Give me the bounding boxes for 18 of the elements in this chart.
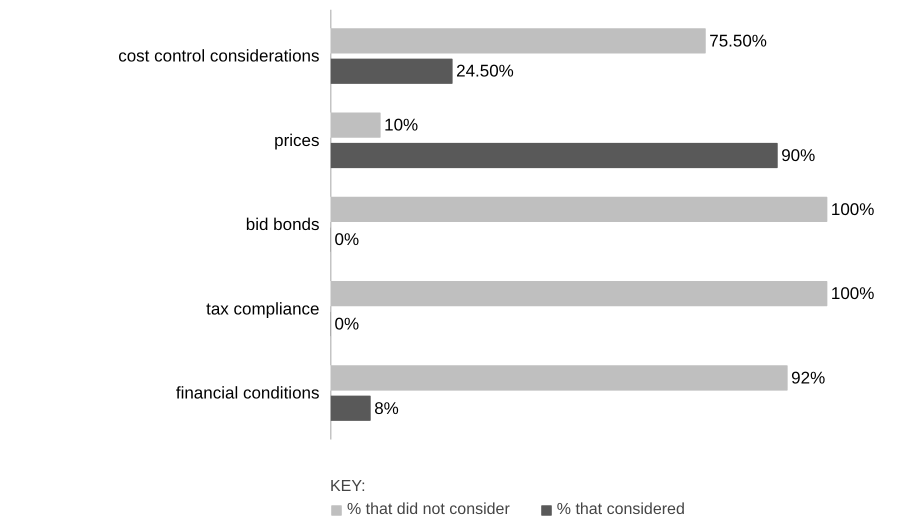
legend-title: KEY:: [330, 478, 367, 496]
data-label: 92%: [791, 368, 826, 388]
y-tick-label: cost control considerations: [118, 46, 320, 66]
data-label: 100%: [830, 284, 874, 304]
data-label: 75.50%: [709, 31, 767, 50]
legend-label: % that considered: [556, 501, 685, 519]
y-tick-label: financial conditions: [176, 384, 320, 403]
data-label: 90%: [781, 146, 816, 165]
data-label: 100%: [830, 200, 874, 219]
data-label: 8%: [374, 398, 399, 418]
data-label: 10%: [384, 116, 418, 135]
data-label: 24.50%: [456, 62, 514, 81]
data-label: 0%: [334, 230, 360, 250]
y-tick-label: prices: [274, 130, 320, 150]
legend-label: % that did not consider: [347, 501, 510, 519]
y-tick-label: tax compliance: [206, 299, 320, 318]
y-tick-label: bid bonds: [246, 215, 320, 234]
data-label: 0%: [334, 314, 360, 334]
